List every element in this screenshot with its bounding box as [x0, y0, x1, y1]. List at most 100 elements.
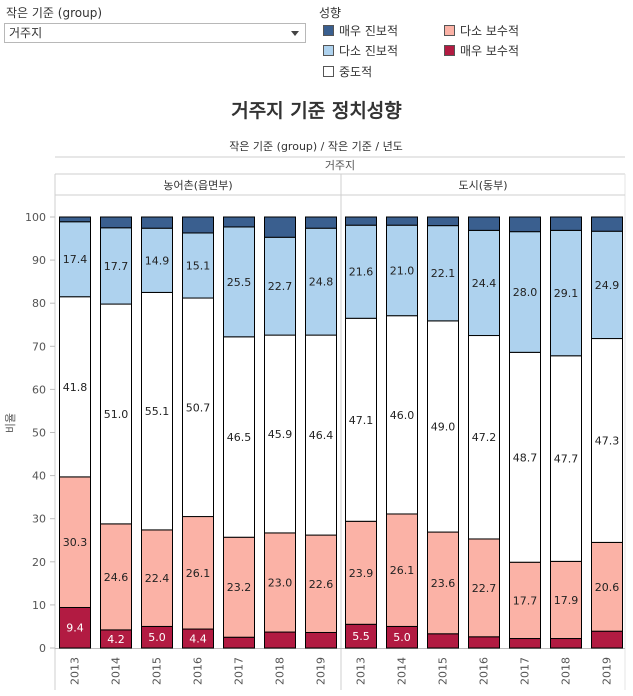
legend-item-very-progressive[interactable]: 매우 진보적 — [323, 24, 398, 38]
y-tick-label: 60 — [32, 383, 46, 396]
data-label: 24.9 — [595, 279, 620, 292]
bar-segment — [59, 216, 91, 223]
bar-segment — [264, 236, 296, 336]
bar-segment — [100, 303, 132, 525]
bar-segment — [386, 224, 418, 317]
bar-segment — [591, 630, 623, 649]
legend-swatch — [323, 66, 334, 77]
data-label: 22.7 — [268, 280, 293, 293]
y-tick-label: 80 — [32, 297, 46, 310]
data-label: 5.0 — [148, 631, 166, 644]
y-tick-label: 70 — [32, 340, 46, 353]
x-tick-label: 2013 — [355, 657, 368, 685]
x-tick-label: 2019 — [601, 657, 614, 685]
legend-swatch — [444, 25, 455, 36]
data-label: 20.6 — [595, 581, 620, 594]
group-filter-dropdown[interactable]: 거주지 — [4, 23, 306, 43]
data-label: 23.0 — [268, 576, 293, 589]
bar-segment — [345, 520, 377, 625]
legend-label: 매우 보수적 — [460, 44, 520, 58]
data-label: 50.7 — [186, 401, 211, 414]
data-label: 23.6 — [431, 577, 456, 590]
bar-segment — [305, 631, 337, 649]
bar-segment — [468, 335, 500, 540]
y-axis-label: 비율 — [4, 413, 17, 433]
x-tick-label: 2017 — [233, 657, 246, 685]
legend-swatch — [323, 25, 334, 36]
bar-segment — [427, 320, 459, 533]
x-tick-label: 2015 — [437, 657, 450, 685]
legend-item-moderate[interactable]: 중도적 — [323, 65, 372, 79]
data-label: 21.6 — [349, 266, 374, 279]
bar-segment — [386, 513, 418, 627]
data-label: 22.6 — [309, 578, 334, 591]
bar-segment — [591, 216, 623, 232]
legend-item-very-conservative[interactable]: 매우 보수적 — [444, 44, 519, 58]
bar-segment — [100, 227, 132, 305]
data-label: 4.2 — [107, 633, 125, 646]
x-tick-label: 2016 — [192, 657, 205, 685]
bar-segment — [509, 351, 541, 563]
bar-segment — [305, 534, 337, 633]
bar-segment — [386, 315, 418, 515]
x-tick-label: 2013 — [69, 657, 82, 685]
data-label: 46.5 — [227, 431, 252, 444]
column-header: 거주지 — [325, 159, 355, 172]
bar-segment — [182, 297, 214, 518]
chart-title: 거주지 기준 정치성향 — [231, 100, 402, 122]
y-tick-label: 90 — [32, 254, 46, 267]
x-tick-label: 2018 — [560, 657, 573, 685]
filter-label: 작은 기준 (group) — [6, 6, 103, 20]
bar-segment — [223, 336, 255, 538]
bar-segment — [100, 216, 132, 229]
bar-segment — [550, 560, 582, 640]
data-label: 30.3 — [63, 536, 88, 549]
bar-segment — [100, 523, 132, 631]
data-label: 47.1 — [349, 414, 374, 427]
data-label: 24.6 — [104, 571, 129, 584]
x-tick-label: 2018 — [274, 657, 287, 685]
legend-item-somewhat-progressive[interactable]: 다소 진보적 — [323, 44, 398, 58]
data-label: 24.8 — [309, 276, 334, 289]
bar-segment — [550, 638, 582, 649]
panel-header: 도시(동부) — [458, 179, 507, 192]
bar-segment — [509, 216, 541, 233]
dropdown-value: 거주지 — [9, 26, 43, 40]
bar-segment — [427, 531, 459, 635]
bar-segment — [264, 216, 296, 238]
bar-segment — [59, 606, 91, 649]
bar-segment — [591, 338, 623, 543]
data-label: 22.4 — [145, 572, 170, 585]
legend-label: 다소 보수적 — [460, 24, 520, 38]
legend-label: 다소 진보적 — [339, 44, 399, 58]
data-label: 55.1 — [145, 405, 170, 418]
y-tick-label: 100 — [25, 211, 46, 224]
data-label: 51.0 — [104, 408, 129, 421]
legend-item-somewhat-conservative[interactable]: 다소 보수적 — [444, 24, 519, 38]
bar-segment — [141, 216, 173, 229]
bar-segment — [223, 536, 255, 638]
x-tick-label: 2019 — [315, 657, 328, 685]
data-label: 47.7 — [554, 453, 579, 466]
bar-segment — [59, 221, 91, 298]
data-label: 14.9 — [145, 254, 170, 267]
data-label: 21.0 — [390, 264, 415, 277]
data-label: 17.7 — [513, 594, 538, 607]
data-label: 46.0 — [390, 409, 415, 422]
y-tick-label: 40 — [32, 470, 46, 483]
y-tick-label: 20 — [32, 556, 46, 569]
bar-segment — [182, 216, 214, 234]
data-label: 17.4 — [63, 253, 88, 266]
y-tick-label: 30 — [32, 513, 46, 526]
data-label: 4.4 — [189, 633, 207, 646]
bar-segment — [264, 334, 296, 534]
chevron-down-icon[interactable] — [291, 31, 299, 36]
y-tick-label: 0 — [39, 642, 46, 655]
bar-segment — [468, 216, 500, 231]
bar-segment — [591, 541, 623, 632]
data-label: 9.4 — [66, 622, 84, 635]
bar-segment — [141, 529, 173, 627]
bar-segment — [386, 216, 418, 226]
bar-segment — [509, 638, 541, 649]
